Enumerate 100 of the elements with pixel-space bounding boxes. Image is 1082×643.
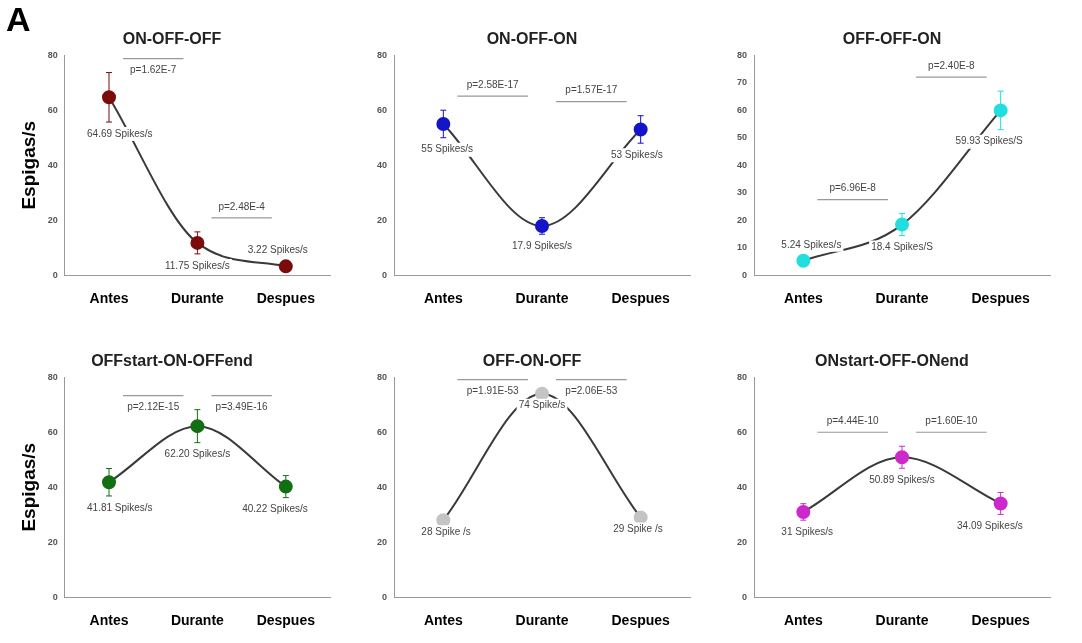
- y-tick-label: 40: [737, 159, 748, 170]
- point: [190, 419, 205, 434]
- x-tick-label: Durante: [170, 612, 225, 629]
- data-label: 31 Spikes/s: [781, 525, 834, 537]
- annotation: p=1.91E-53: [466, 385, 520, 397]
- data-label: 50.89 Spikes/s: [869, 474, 935, 485]
- point: [796, 253, 811, 268]
- y-tick-label: 80: [737, 49, 748, 60]
- y-tick-label: 0: [742, 269, 748, 280]
- annotation: p=2.40E-8: [928, 59, 975, 71]
- y-tick-label: 40: [377, 481, 388, 492]
- y-tick-label: 20: [737, 536, 748, 547]
- x-tick-label: Durante: [515, 612, 569, 629]
- data-label: 59.93 Spikes/S: [955, 135, 1023, 147]
- annotation: p=2.48E-4: [218, 200, 266, 212]
- data-label: 18.4 Spikes/S: [871, 241, 934, 253]
- x-tick-label: Durante: [875, 612, 929, 629]
- y-tick-label: 20: [47, 536, 58, 547]
- y-tick-label: 60: [377, 104, 388, 115]
- point: [278, 259, 293, 274]
- y-tick-label: 30: [737, 187, 748, 198]
- y-tick-label: 60: [47, 104, 58, 115]
- y-tick-label: 0: [742, 591, 748, 602]
- data-label: 5.24 Spikes/s: [781, 238, 842, 250]
- annotation: p=2.12E-15: [127, 401, 180, 413]
- x-tick-label: Antes: [89, 612, 129, 629]
- y-tick-label: 40: [377, 159, 388, 170]
- data-label: 62.20 Spikes/s: [164, 448, 231, 460]
- y-tick-label: 0: [382, 269, 388, 280]
- y-tick-label: 70: [737, 77, 748, 88]
- annotation: p=2.06E-53: [565, 385, 618, 397]
- annotation: p=1.60E-10: [925, 415, 978, 426]
- x-tick-label: Antes: [89, 290, 129, 307]
- chart-title: ON-OFF-ON: [486, 30, 578, 48]
- y-tick-label: 80: [377, 49, 388, 60]
- data-label: 17.9 Spikes/s: [511, 239, 573, 251]
- data-label: 40.22 Spikes/s: [242, 503, 308, 515]
- annotation: p=1.57E-17: [565, 84, 618, 96]
- x-tick-label: Despues: [256, 612, 316, 629]
- annotation: p=3.49E-16: [215, 401, 269, 413]
- y-tick-label: 0: [52, 269, 58, 280]
- x-tick-label: Durante: [875, 290, 929, 307]
- annotation: p=1.62E-7: [129, 64, 177, 76]
- data-label: 55 Spikes/s: [421, 143, 474, 155]
- y-tick-label: 40: [47, 481, 58, 492]
- x-tick-label: Despues: [971, 612, 1031, 629]
- point: [190, 235, 205, 250]
- y-axis-title: Espigas/s: [17, 442, 39, 532]
- y-tick-label: 60: [47, 426, 58, 437]
- text: A: [6, 0, 31, 39]
- y-tick-label: 0: [382, 591, 388, 602]
- y-tick-label: 60: [737, 426, 748, 437]
- y-tick-label: 40: [47, 159, 58, 170]
- y-tick-label: 60: [377, 426, 388, 437]
- x-tick-label: Antes: [423, 290, 463, 307]
- x-tick-label: Antes: [783, 612, 823, 629]
- y-tick-label: 0: [52, 591, 58, 602]
- data-label: 3.22 Spikes/s: [247, 244, 308, 256]
- data-label: 11.75 Spikes/s: [164, 259, 230, 271]
- data-label: 74 Spike/s: [518, 399, 566, 411]
- x-tick-label: Antes: [423, 612, 463, 629]
- y-tick-label: 20: [47, 214, 58, 225]
- y-tick-label: 20: [377, 536, 388, 547]
- chart-title: OFF-ON-OFF: [482, 352, 582, 370]
- x-tick-label: Durante: [515, 290, 569, 307]
- data-label: 34.09 Spikes/s: [957, 520, 1023, 532]
- x-tick-label: Despues: [971, 290, 1031, 307]
- data-label: 64.69 Spikes/s: [87, 127, 153, 139]
- chart-title: ON-OFF-OFF: [122, 30, 222, 48]
- point: [436, 116, 451, 131]
- y-tick-label: 80: [377, 371, 388, 382]
- chart-title: ONstart-OFF-ONend: [815, 352, 969, 370]
- x-tick-label: Despues: [611, 290, 671, 307]
- x-tick-label: Antes: [783, 290, 823, 307]
- y-axis-title: Espigas/s: [17, 120, 39, 210]
- y-tick-label: 40: [737, 481, 748, 492]
- data-label: 29 Spike /s: [613, 523, 663, 535]
- point: [796, 504, 811, 519]
- y-tick-label: 80: [47, 49, 58, 60]
- y-tick-label: 80: [47, 371, 58, 382]
- x-tick-label: Durante: [170, 290, 225, 307]
- y-tick-label: 10: [737, 242, 748, 253]
- y-tick-label: 60: [737, 104, 748, 115]
- data-label: 28 Spike /s: [421, 525, 471, 537]
- annotation: p=2.58E-17: [466, 78, 520, 90]
- y-tick-label: 20: [737, 214, 748, 225]
- chart-title: OFFstart-ON-OFFend: [91, 352, 253, 370]
- data-label: 41.81 Spikes/s: [87, 501, 153, 513]
- x-tick-label: Despues: [256, 290, 316, 307]
- annotation: p=4.44E-10: [826, 415, 880, 426]
- point: [535, 386, 550, 401]
- y-tick-label: 20: [377, 214, 388, 225]
- annotation: p=6.96E-8: [829, 182, 877, 194]
- y-tick-label: 80: [737, 371, 748, 382]
- y-tick-label: 50: [737, 132, 748, 143]
- point: [278, 479, 293, 494]
- data-label: 53 Spikes/s: [610, 148, 663, 160]
- point: [436, 513, 451, 528]
- chart-title: OFF-OFF-ON: [842, 30, 942, 48]
- x-tick-label: Despues: [611, 612, 671, 629]
